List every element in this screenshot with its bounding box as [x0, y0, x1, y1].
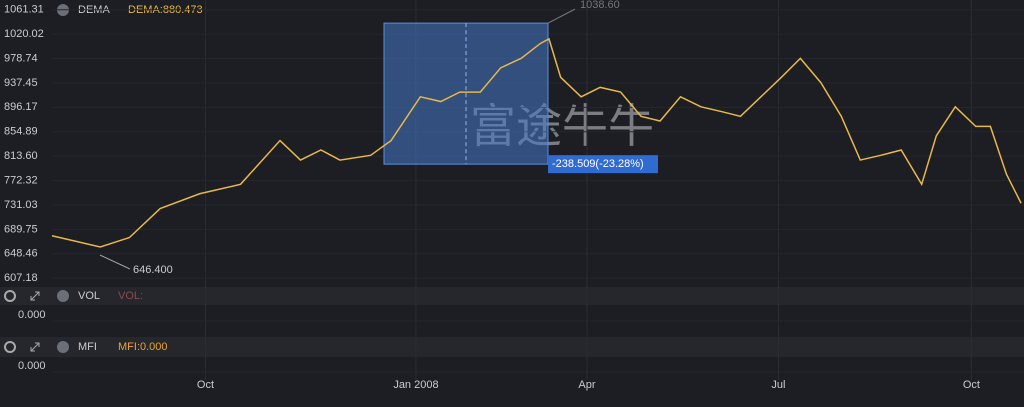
- panel-value: VOL:: [118, 290, 143, 302]
- measure-label-bg: [548, 155, 658, 174]
- y-tick-label: 896.17: [4, 101, 38, 113]
- panel-header[interactable]: MFI MFI:0.000: [4, 341, 168, 353]
- y-tick-label: 648.46: [4, 248, 38, 260]
- y-tick-label: 854.89: [4, 126, 38, 138]
- panel-tick-label: 0.000: [18, 309, 46, 321]
- high-label: 1038.60: [580, 0, 620, 11]
- panel-header[interactable]: VOL VOL:: [4, 290, 143, 302]
- x-tick-label: Jul: [771, 379, 785, 391]
- y-tick-label: 978.74: [4, 52, 38, 64]
- y-tick-label: 607.18: [4, 272, 38, 284]
- y-tick-label: 731.03: [4, 199, 38, 211]
- panel-tick-label: 0.000: [18, 360, 46, 372]
- expand-icon: [30, 342, 40, 352]
- x-tick-label: Apr: [578, 379, 595, 391]
- low-mark: [99, 254, 131, 270]
- high-mark: [547, 8, 576, 24]
- y-tick-label: 1020.02: [4, 28, 44, 40]
- y-tick-label: 689.75: [4, 223, 38, 235]
- y-tick-label: 1061.31: [4, 4, 44, 16]
- y-tick-label: 937.45: [4, 77, 38, 89]
- settings-icon: [4, 341, 16, 353]
- panel-name: MFI: [78, 341, 97, 353]
- x-tick-label: Oct: [963, 379, 980, 391]
- panel-name: VOL: [78, 290, 100, 302]
- y-tick-label: 772.32: [4, 174, 38, 186]
- expand-icon: [30, 291, 40, 301]
- vol-header: [0, 287, 1024, 305]
- close-icon: [57, 341, 69, 353]
- x-tick-label: Jan 2008: [393, 379, 438, 391]
- low-label: 646.400: [133, 264, 173, 276]
- panel-value: MFI:0.000: [118, 341, 168, 353]
- dema-line: [51, 37, 1022, 248]
- y-tick-label: 813.60: [4, 150, 38, 162]
- settings-icon: [4, 290, 16, 302]
- measure-label: -238.509(-23.28%): [552, 158, 644, 170]
- mfi-header: [0, 337, 1024, 357]
- close-icon: [57, 290, 69, 302]
- x-tick-label: Oct: [197, 379, 214, 391]
